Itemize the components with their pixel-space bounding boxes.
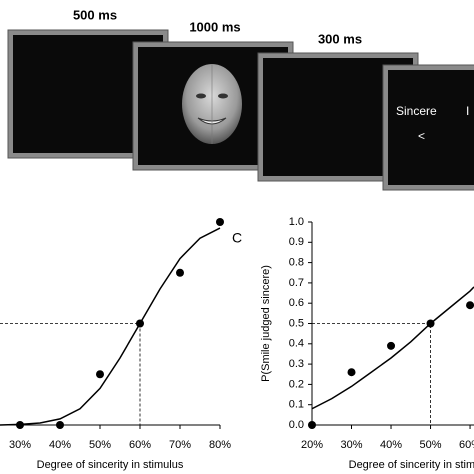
duration-label: 500 ms bbox=[73, 7, 117, 22]
x-tick-label: 20% bbox=[301, 439, 323, 451]
duration-label: 1000 ms bbox=[189, 19, 240, 34]
fit-curve bbox=[0, 227, 221, 426]
y-tick-label: 0.8 bbox=[289, 257, 304, 269]
data-point bbox=[136, 319, 144, 328]
y-tick-label: 1.0 bbox=[289, 216, 304, 228]
data-point bbox=[96, 370, 104, 379]
response-option: I bbox=[466, 104, 469, 118]
x-tick-label: 60% bbox=[129, 439, 151, 451]
data-point bbox=[16, 421, 24, 429]
y-axis-label: P(Smile judged sincere) bbox=[260, 265, 272, 382]
duration-label: 300 ms bbox=[318, 31, 362, 46]
fit-curve bbox=[311, 286, 474, 410]
y-tick-label: 0.5 bbox=[289, 317, 304, 329]
data-point bbox=[216, 218, 224, 226]
y-tick-label: 0.4 bbox=[289, 338, 304, 350]
x-axis-label: Degree of sincerity in stimulus bbox=[349, 459, 474, 471]
chart: 30% 40% 50% 60% 70% 80% Degree of sincerity in… bbox=[0, 218, 231, 471]
data-point bbox=[56, 421, 64, 429]
x-tick-label: 50% bbox=[420, 439, 442, 451]
data-point bbox=[466, 301, 474, 310]
data-point bbox=[426, 319, 435, 328]
panel-label: C bbox=[232, 230, 242, 246]
x-tick-label: 40% bbox=[49, 439, 71, 451]
x-tick-label: 60% bbox=[459, 439, 474, 451]
y-tick-label: 0.7 bbox=[289, 277, 304, 289]
x-tick-label: 30% bbox=[9, 439, 31, 451]
y-tick-label: 0.3 bbox=[289, 358, 304, 370]
x-axis-label: Degree of sincerity in stimulus bbox=[37, 459, 184, 471]
data-point bbox=[308, 421, 316, 429]
response-cursor: < bbox=[418, 129, 425, 143]
data-point bbox=[387, 341, 396, 350]
reference-line bbox=[0, 323, 141, 425]
data-point bbox=[347, 368, 356, 377]
x-tick-label: 80% bbox=[209, 439, 231, 451]
response-option: Sincere bbox=[396, 104, 437, 118]
y-tick-label: 0.0 bbox=[289, 419, 304, 431]
y-tick-label: 0.2 bbox=[289, 378, 304, 390]
data-point bbox=[176, 268, 184, 277]
x-tick-label: 70% bbox=[169, 439, 191, 451]
chart: 20% 30% 40% 50% 60% 0.0 0.1 0.2 0.3 0.4 0.5 0.6 0.7 0… bbox=[232, 216, 474, 471]
monitor bbox=[382, 64, 474, 191]
y-tick-label: 0.6 bbox=[289, 297, 304, 309]
x-tick-label: 50% bbox=[89, 439, 111, 451]
y-tick-label: 0.1 bbox=[289, 399, 304, 411]
reference-line bbox=[312, 323, 431, 425]
x-tick-label: 30% bbox=[340, 439, 362, 451]
y-tick-label: 0.9 bbox=[289, 236, 304, 248]
x-tick-label: 40% bbox=[380, 439, 402, 451]
